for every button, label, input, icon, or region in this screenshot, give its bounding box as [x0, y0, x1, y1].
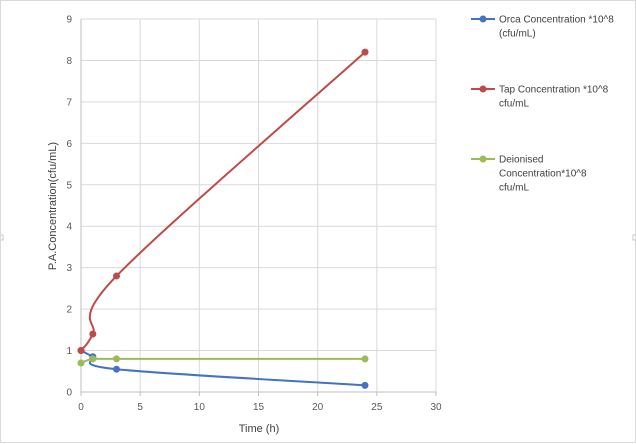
- legend-swatch-marker: [479, 85, 487, 93]
- y-tick-label: 7: [66, 97, 72, 108]
- series-line-1[interactable]: [80, 51, 366, 352]
- y-tick-label: 6: [66, 139, 72, 150]
- axes: 0 1 2 3 4 5 6 7 8 9 0 5 10 15 20 25 30: [66, 15, 442, 414]
- legend-label[interactable]: Tap Concentration *10^8: [499, 85, 609, 96]
- data-point[interactable]: [113, 365, 120, 373]
- series: [77, 48, 369, 389]
- y-tick-label: 5: [66, 180, 72, 191]
- legend-label[interactable]: (cfu/mL): [499, 29, 536, 40]
- x-tick-label: 30: [430, 402, 442, 413]
- data-point[interactable]: [113, 272, 120, 280]
- y-tick-label: 9: [66, 15, 72, 26]
- legend-label[interactable]: Orca Concentration *10^8: [499, 15, 614, 26]
- data-point[interactable]: [361, 48, 369, 56]
- resize-handle-right[interactable]: [632, 234, 636, 241]
- y-tick-label: 8: [66, 56, 72, 67]
- data-point[interactable]: [361, 355, 369, 363]
- legend-label[interactable]: Concentration*10^8: [499, 169, 587, 180]
- legend-label[interactable]: Deionised: [499, 155, 543, 166]
- x-tick-label: 25: [371, 402, 383, 413]
- x-tick-label: 5: [137, 402, 143, 413]
- x-axis-title: Time (h): [239, 423, 280, 435]
- x-tick-label: 0: [78, 402, 84, 413]
- data-point[interactable]: [77, 347, 85, 355]
- series-line-2[interactable]: [80, 357, 365, 364]
- data-point[interactable]: [89, 355, 97, 363]
- legend-swatch-marker: [479, 155, 487, 163]
- data-point[interactable]: [361, 381, 369, 389]
- gridlines: [81, 18, 437, 392]
- y-tick-label: 1: [66, 346, 72, 357]
- data-point[interactable]: [89, 330, 97, 338]
- data-point[interactable]: [113, 355, 120, 363]
- series-line-0[interactable]: [80, 349, 366, 387]
- resize-handle-left[interactable]: [1, 234, 4, 241]
- y-tick-label: 3: [66, 263, 72, 274]
- y-tick-label: 4: [66, 222, 72, 233]
- data-point[interactable]: [77, 359, 85, 367]
- x-tick-label: 20: [312, 402, 324, 413]
- x-tick-label: 15: [253, 402, 265, 413]
- y-tick-label: 0: [66, 388, 72, 399]
- legend-swatch-marker: [479, 15, 487, 23]
- y-axis-title: P.A.Concentration(cfu/mL): [47, 142, 59, 270]
- x-tick-label: 10: [194, 402, 206, 413]
- y-tick-label: 2: [66, 305, 72, 316]
- legend-label[interactable]: cfu/mL: [499, 183, 529, 194]
- legend-label[interactable]: cfu/mL: [499, 99, 529, 110]
- legend: Orca Concentration *10^8 (cfu/mL) Tap Conc…: [471, 15, 614, 194]
